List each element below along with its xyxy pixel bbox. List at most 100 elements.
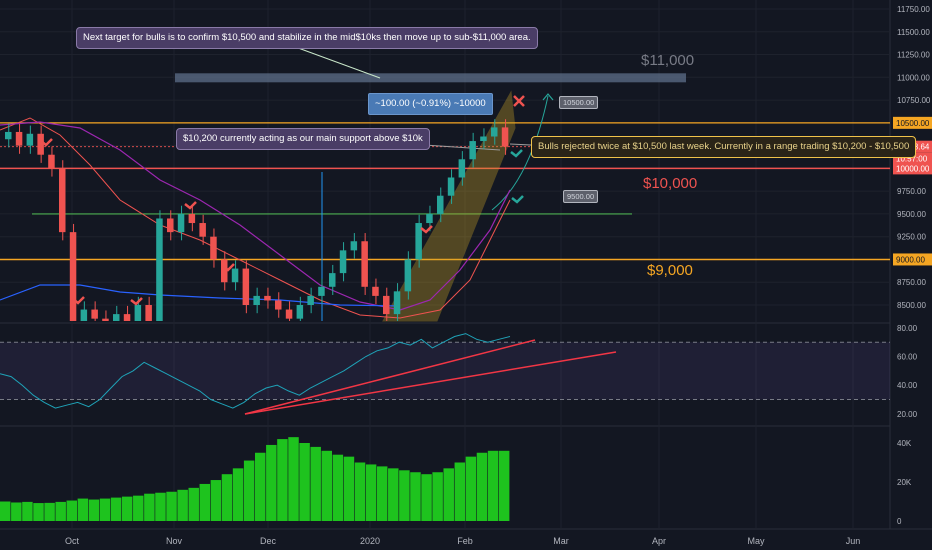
volume-bar[interactable] xyxy=(11,502,22,521)
candle-body[interactable] xyxy=(361,241,368,287)
candle-body[interactable] xyxy=(253,295,260,305)
measure-label[interactable]: ~100.00 (~0.91%) ~10000 xyxy=(368,93,493,115)
candle-body[interactable] xyxy=(59,168,66,233)
candle-body[interactable] xyxy=(123,314,131,321)
volume-bar[interactable] xyxy=(465,456,477,521)
support-note[interactable]: $10,200 currently acting as our main sup… xyxy=(176,128,430,150)
time-axis[interactable]: Oct Nov Dec 2020 Feb Mar Apr May Jun xyxy=(65,536,860,546)
volume-bar[interactable] xyxy=(399,470,410,521)
volume-bar[interactable] xyxy=(88,499,100,521)
axis-tag-10500-bg[interactable] xyxy=(893,116,932,129)
candle-body[interactable] xyxy=(296,305,304,319)
candle-body[interactable] xyxy=(447,177,455,196)
volume-bar[interactable] xyxy=(487,450,499,521)
candle-body[interactable] xyxy=(5,131,12,140)
price-candles[interactable] xyxy=(5,119,509,321)
volume-bar[interactable] xyxy=(421,474,432,521)
candle-body[interactable] xyxy=(350,241,358,251)
candle-body[interactable] xyxy=(242,268,250,305)
volume-bar[interactable] xyxy=(277,439,288,521)
candle-body[interactable] xyxy=(199,223,206,237)
candle-body[interactable] xyxy=(437,195,444,214)
candle-body[interactable] xyxy=(102,318,109,321)
rsi-pane[interactable] xyxy=(0,333,890,415)
candle-body[interactable] xyxy=(26,133,34,146)
candle-body[interactable] xyxy=(285,309,293,319)
rejected-note[interactable]: Bulls rejected twice at $10,500 last wee… xyxy=(531,136,917,158)
volume-bar[interactable] xyxy=(288,437,299,521)
volume-bar[interactable] xyxy=(354,462,366,522)
axis-tag-10000[interactable]: 10000.00 xyxy=(896,164,930,173)
volume-bar[interactable] xyxy=(365,464,377,521)
candle-body[interactable] xyxy=(480,136,487,142)
candle-body[interactable] xyxy=(113,314,120,321)
volume-bar[interactable] xyxy=(66,500,78,521)
candle-body[interactable] xyxy=(501,127,509,147)
volume-bar[interactable] xyxy=(266,444,277,521)
volume-bar[interactable] xyxy=(121,496,133,521)
volume-bar[interactable] xyxy=(432,472,443,521)
volume-bar[interactable] xyxy=(388,468,399,521)
candle-body[interactable] xyxy=(177,213,185,233)
volume-bar[interactable] xyxy=(498,450,510,521)
candle-body[interactable] xyxy=(426,213,433,224)
candle-body[interactable] xyxy=(145,305,152,321)
candle-body[interactable] xyxy=(458,159,466,178)
volume-bar[interactable] xyxy=(255,452,266,521)
volume-bar[interactable] xyxy=(22,501,33,521)
candle-body[interactable] xyxy=(372,286,379,296)
candle-body[interactable] xyxy=(210,236,217,260)
volume-bar[interactable] xyxy=(410,472,421,521)
volume-bar[interactable] xyxy=(332,454,344,521)
candle-body[interactable] xyxy=(275,300,282,310)
axis-tag-10000-bg[interactable] xyxy=(893,162,932,175)
candle-body[interactable] xyxy=(415,223,422,260)
candle-body[interactable] xyxy=(264,295,271,301)
volume-bar[interactable] xyxy=(321,450,333,521)
candle-body[interactable] xyxy=(80,309,88,321)
flag-9500[interactable]: 9500.00 xyxy=(563,190,599,203)
volume-bar[interactable] xyxy=(243,460,255,521)
candle-body[interactable] xyxy=(383,295,390,315)
candle-body[interactable] xyxy=(156,218,163,321)
volume-bar[interactable] xyxy=(144,493,155,521)
volume-bar[interactable] xyxy=(155,492,166,521)
volume-bar[interactable] xyxy=(177,489,188,521)
candle-body[interactable] xyxy=(393,291,401,315)
volume-bar[interactable] xyxy=(343,456,355,521)
axis-tag-9000-bg[interactable] xyxy=(893,253,932,266)
candle-body[interactable] xyxy=(491,127,498,137)
volume-bar[interactable] xyxy=(188,487,199,521)
volume-bar[interactable] xyxy=(310,446,321,521)
candle-body[interactable] xyxy=(15,131,23,146)
candle-body[interactable] xyxy=(134,305,142,321)
axis-tag-10500[interactable]: 10500.00 xyxy=(896,119,930,128)
volume-bar[interactable] xyxy=(55,501,66,521)
candle-body[interactable] xyxy=(307,295,314,305)
volume-bar[interactable] xyxy=(210,480,222,521)
axis-tag-9000[interactable]: 9000.00 xyxy=(896,255,925,264)
volume-bar[interactable] xyxy=(476,452,488,521)
flag-10500[interactable]: 10500.00 xyxy=(559,96,599,109)
candle-body[interactable] xyxy=(69,232,77,321)
volume-bar[interactable] xyxy=(454,462,466,522)
volume-pane[interactable] xyxy=(0,437,510,522)
volume-bar[interactable] xyxy=(221,474,233,521)
axis-tag-countdown[interactable]: 10:57:00 xyxy=(896,155,928,164)
candle-body[interactable] xyxy=(188,213,196,224)
volume-bar[interactable] xyxy=(443,468,454,521)
volume-bar[interactable] xyxy=(110,497,122,521)
volume-bar[interactable] xyxy=(33,503,44,521)
candle-body[interactable] xyxy=(329,273,336,287)
volume-bar[interactable] xyxy=(133,495,144,521)
candle-body[interactable] xyxy=(167,218,174,233)
candle-body[interactable] xyxy=(37,133,44,155)
candle-body[interactable] xyxy=(404,259,412,292)
target-note[interactable]: Next target for bulls is to confirm $10,… xyxy=(76,27,538,49)
candle-body[interactable] xyxy=(231,268,239,283)
candle-body[interactable] xyxy=(221,259,228,283)
volume-bar[interactable] xyxy=(166,491,177,521)
candle-body[interactable] xyxy=(48,154,55,169)
candle-body[interactable] xyxy=(318,286,325,296)
